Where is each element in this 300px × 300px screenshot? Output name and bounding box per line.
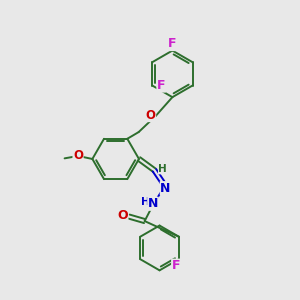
Text: O: O xyxy=(73,149,83,163)
Text: F: F xyxy=(157,79,165,92)
Text: N: N xyxy=(148,197,158,210)
Text: O: O xyxy=(117,208,128,222)
Text: H: H xyxy=(141,197,150,207)
Text: F: F xyxy=(172,259,180,272)
Text: F: F xyxy=(168,38,177,50)
Text: O: O xyxy=(146,109,156,122)
Text: H: H xyxy=(158,164,167,174)
Text: N: N xyxy=(160,182,171,195)
